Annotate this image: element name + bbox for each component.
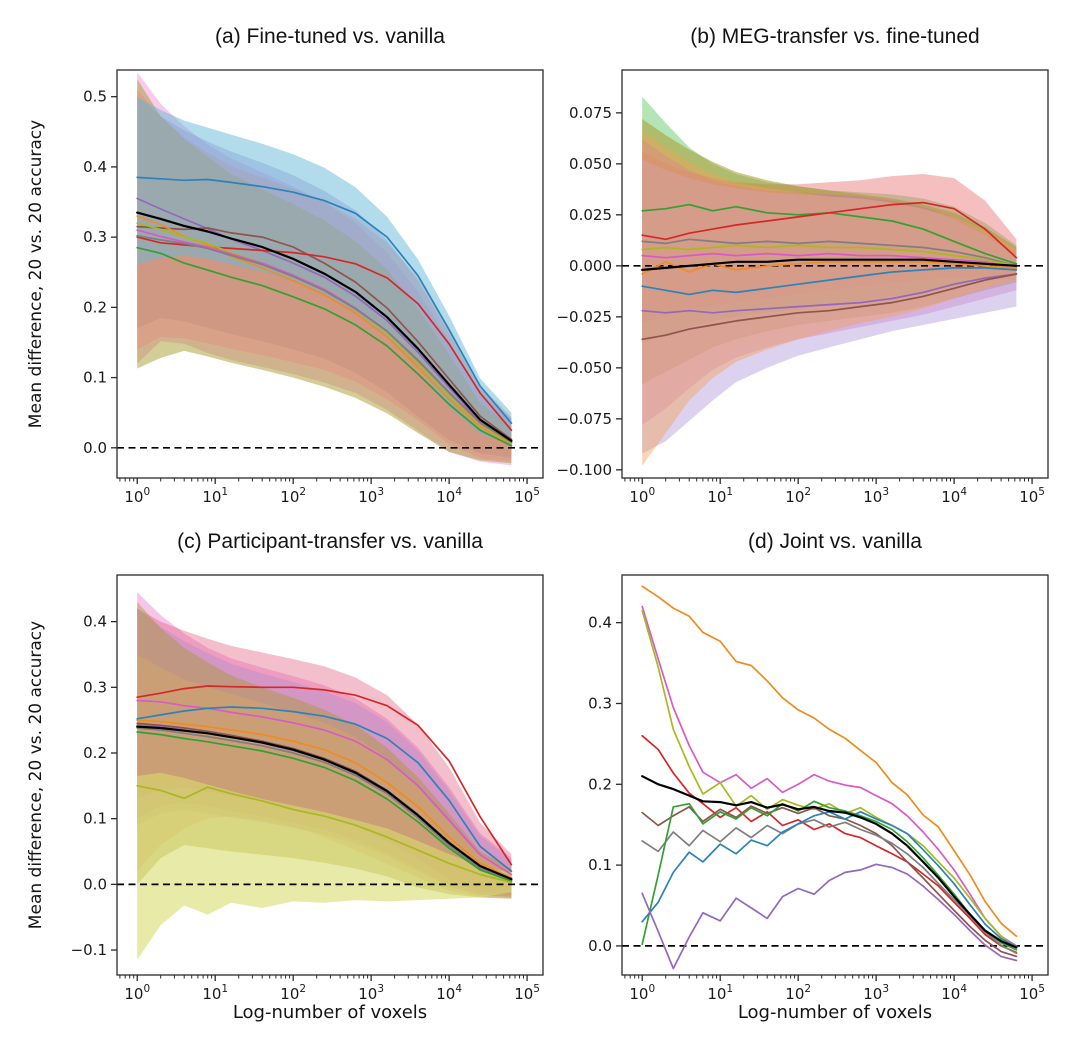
svg-text:0.3: 0.3 — [588, 694, 612, 712]
svg-text:−0.075: −0.075 — [556, 410, 612, 428]
svg-text:104: 104 — [436, 983, 462, 1003]
svg-text:−0.025: −0.025 — [556, 308, 612, 326]
svg-text:105: 105 — [1019, 983, 1045, 1003]
svg-text:0.1: 0.1 — [83, 810, 107, 828]
svg-text:100: 100 — [124, 486, 150, 506]
svg-text:105: 105 — [1019, 486, 1045, 506]
panel-a-title: (a) Fine-tuned vs. vanilla — [215, 25, 445, 48]
svg-text:101: 101 — [202, 486, 228, 506]
svg-text:0.1: 0.1 — [588, 856, 612, 874]
svg-text:0.0: 0.0 — [83, 439, 107, 457]
svg-text:105: 105 — [514, 983, 540, 1003]
svg-text:103: 103 — [358, 983, 384, 1003]
svg-text:102: 102 — [785, 486, 811, 506]
svg-text:104: 104 — [941, 486, 967, 506]
svg-text:0.2: 0.2 — [588, 775, 612, 793]
svg-text:103: 103 — [358, 486, 384, 506]
svg-text:0.3: 0.3 — [83, 228, 107, 246]
svg-text:102: 102 — [280, 983, 306, 1003]
panel-c-title: (c) Participant-transfer vs. vanilla — [177, 530, 483, 553]
svg-text:−0.100: −0.100 — [556, 461, 612, 479]
svg-text:100: 100 — [124, 983, 150, 1003]
panel-d-xlabel: Log-number of voxels — [737, 1002, 933, 1023]
svg-text:0.075: 0.075 — [569, 104, 612, 122]
svg-text:0.1: 0.1 — [83, 369, 107, 387]
svg-text:0.4: 0.4 — [83, 158, 107, 176]
svg-text:0.4: 0.4 — [588, 614, 612, 632]
svg-text:105: 105 — [514, 486, 540, 506]
svg-text:102: 102 — [785, 983, 811, 1003]
svg-text:0.5: 0.5 — [83, 88, 107, 106]
svg-text:0.000: 0.000 — [569, 257, 612, 275]
svg-text:−0.050: −0.050 — [556, 359, 612, 377]
svg-text:0.2: 0.2 — [83, 744, 107, 762]
svg-text:100: 100 — [629, 486, 655, 506]
svg-text:0.0: 0.0 — [83, 875, 107, 893]
svg-text:103: 103 — [863, 983, 889, 1003]
svg-text:104: 104 — [436, 486, 462, 506]
svg-text:102: 102 — [280, 486, 306, 506]
panel-b-title: (b) MEG-transfer vs. fine-tuned — [690, 25, 980, 48]
svg-text:0.025: 0.025 — [569, 206, 612, 224]
panel-c-xlabel: Log-number of voxels — [232, 1002, 428, 1023]
svg-text:101: 101 — [202, 983, 228, 1003]
svg-text:104: 104 — [941, 983, 967, 1003]
panel-d-title: (d) Joint vs. vanilla — [748, 530, 922, 553]
svg-text:0.4: 0.4 — [83, 613, 107, 631]
svg-text:0.3: 0.3 — [83, 678, 107, 696]
svg-text:103: 103 — [863, 486, 889, 506]
svg-text:−0.1: −0.1 — [71, 941, 107, 959]
svg-text:0.050: 0.050 — [569, 155, 612, 173]
svg-text:100: 100 — [629, 983, 655, 1003]
svg-text:101: 101 — [707, 983, 733, 1003]
svg-text:0.0: 0.0 — [588, 937, 612, 955]
svg-text:101: 101 — [707, 486, 733, 506]
svg-text:0.2: 0.2 — [83, 298, 107, 316]
